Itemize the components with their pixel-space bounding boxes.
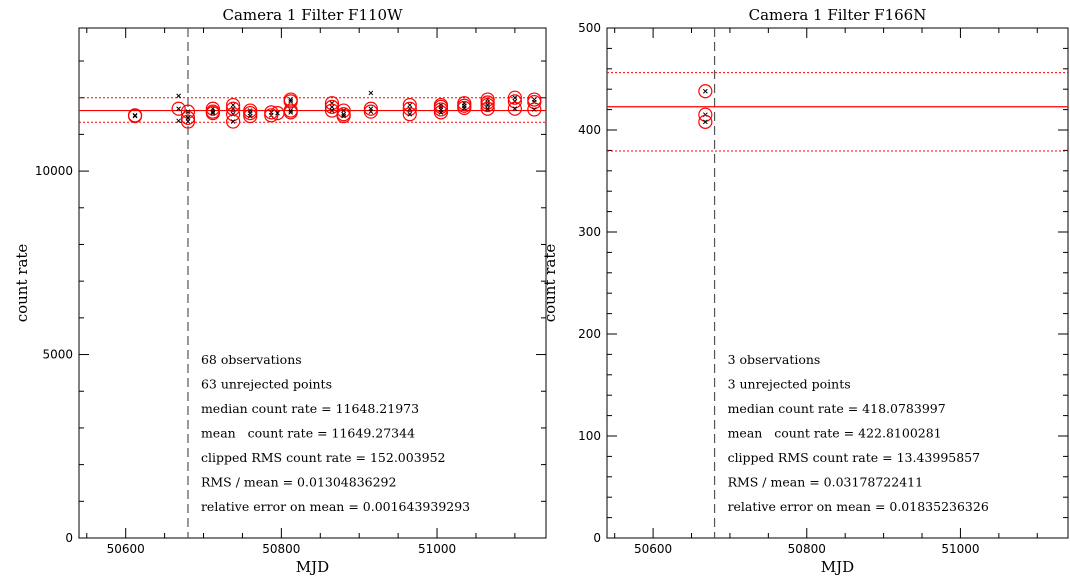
chart-panel-1: Camera 1 Filter F110W MJD count rate 50600 5… — [13, 6, 546, 576]
stat-line: clipped RMS count rate = 13.43995857 — [728, 450, 981, 465]
chart-title: Camera 1 Filter F110W — [222, 6, 403, 24]
x-tick-label: 50600 — [107, 542, 145, 556]
stat-line: relative error on mean = 0.01835236326 — [728, 499, 989, 514]
y-axis-label: count rate — [13, 244, 31, 323]
x-tick-label: 51000 — [418, 542, 456, 556]
y-axis-label: count rate — [541, 244, 559, 323]
y-tick-label: 400 — [578, 123, 601, 137]
stat-line: RMS / mean = 0.03178722411 — [728, 475, 924, 490]
x-tick-label: 50600 — [634, 542, 672, 556]
stat-line: 3 observations — [728, 352, 821, 367]
data-point-marker — [408, 103, 412, 107]
stat-line: median count rate = 418.0783997 — [728, 401, 946, 416]
stat-line: RMS / mean = 0.01304836292 — [201, 475, 397, 490]
rejected-point-marker — [369, 91, 373, 95]
stat-line: clipped RMS count rate = 152.003952 — [201, 450, 446, 465]
y-tick-label: 500 — [578, 21, 601, 35]
stat-line: median count rate = 11648.21973 — [201, 401, 419, 416]
stat-line: 63 unrejected points — [201, 377, 332, 392]
stat-line: 68 observations — [201, 352, 302, 367]
rejected-point-marker — [177, 119, 181, 123]
x-axis-label: MJD — [821, 558, 854, 576]
x-axis-label: MJD — [296, 558, 329, 576]
data-point-marker — [231, 103, 235, 107]
stat-line: mean count rate = 11649.27344 — [201, 426, 415, 441]
y-tick-label: 0 — [593, 531, 601, 545]
data-point-marker — [330, 105, 334, 109]
y-tick-label: 200 — [578, 327, 601, 341]
data-point-marker — [703, 120, 707, 124]
chart-title: Camera 1 Filter F166N — [749, 6, 927, 24]
stat-line: 3 unrejected points — [728, 377, 851, 392]
y-tick-label: 100 — [578, 429, 601, 443]
y-tick-label: 5000 — [42, 348, 73, 362]
chart-panel-2: Camera 1 Filter F166N MJD count rate 50600 5… — [541, 6, 1068, 576]
y-tick-label: 0 — [65, 531, 73, 545]
x-tick-label: 50800 — [788, 542, 826, 556]
stat-line: mean count rate = 422.8100281 — [728, 426, 942, 441]
y-tick-label: 300 — [578, 225, 601, 239]
x-tick-label: 51000 — [941, 542, 979, 556]
y-tick-label: 10000 — [35, 164, 73, 178]
x-tick-label: 50800 — [262, 542, 300, 556]
rejected-point-marker — [177, 94, 181, 98]
data-point-marker — [703, 89, 707, 93]
stat-line: relative error on mean = 0.001643939293 — [201, 499, 470, 514]
